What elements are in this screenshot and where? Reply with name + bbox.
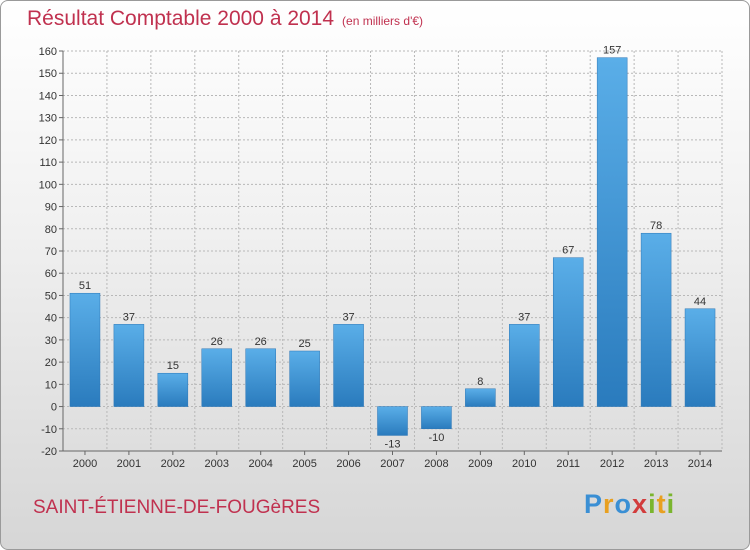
logo-letter: r xyxy=(603,489,615,519)
y-tick-label: 160 xyxy=(39,46,57,58)
chart-title-main: Résultat Comptable 2000 à 2014 xyxy=(27,7,335,30)
logo-letter: x xyxy=(632,489,649,519)
bar-value-label: 37 xyxy=(342,311,354,323)
y-tick-label: 30 xyxy=(45,335,57,347)
x-tick-label: 2008 xyxy=(424,458,448,470)
y-tick-label: 100 xyxy=(39,179,57,191)
x-tick-label: 2002 xyxy=(161,458,185,470)
x-tick-label: 2006 xyxy=(336,458,360,470)
x-tick-label: 2004 xyxy=(248,458,272,470)
x-tick-label: 2011 xyxy=(556,458,580,470)
bar-value-label: 15 xyxy=(167,360,179,372)
logo-letter: t xyxy=(656,489,667,519)
bar-value-label: 37 xyxy=(123,311,135,323)
bar-value-label: 37 xyxy=(518,311,530,323)
logo-letter: o xyxy=(614,489,633,519)
bar-value-label: 26 xyxy=(211,336,223,348)
bar xyxy=(552,257,584,407)
y-tick-label: 110 xyxy=(39,157,57,169)
bar-value-label: -10 xyxy=(428,432,444,444)
bar-value-label: 78 xyxy=(650,220,662,232)
y-tick-label: 10 xyxy=(45,379,57,391)
y-tick-label: 60 xyxy=(45,268,57,280)
logo-letter: i xyxy=(648,489,657,519)
y-tick-label: 130 xyxy=(39,113,57,125)
bar xyxy=(245,348,276,407)
y-tick-label: 50 xyxy=(45,290,57,302)
x-tick-label: 2005 xyxy=(292,458,316,470)
y-tick-label: 0 xyxy=(51,402,57,414)
chart-title: Résultat Comptable 2000 à 2014 (en millie… xyxy=(27,7,423,31)
bar xyxy=(640,232,672,407)
bar xyxy=(509,324,540,407)
x-tick-label: 2007 xyxy=(380,458,404,470)
bar-value-label: 25 xyxy=(299,338,311,350)
x-tick-label: 2013 xyxy=(644,458,668,470)
bar-value-label: 67 xyxy=(562,245,574,257)
bar xyxy=(596,57,628,407)
x-tick-label: 2012 xyxy=(600,458,624,470)
x-tick-label: 2014 xyxy=(688,458,712,470)
y-tick-label: 120 xyxy=(39,135,57,147)
bar-value-label: -13 xyxy=(385,438,401,450)
y-tick-label: -20 xyxy=(41,446,57,458)
x-tick-label: 2010 xyxy=(512,458,536,470)
y-tick-label: 40 xyxy=(45,313,57,325)
y-tick-label: 90 xyxy=(45,202,57,214)
y-tick-label: 140 xyxy=(39,90,57,102)
y-tick-label: 150 xyxy=(39,68,57,80)
y-tick-label: 70 xyxy=(45,246,57,258)
x-tick-label: 2003 xyxy=(205,458,229,470)
x-tick-label: 2001 xyxy=(117,458,141,470)
bar xyxy=(684,308,716,407)
y-tick-label: -10 xyxy=(41,424,57,436)
bar-value-label: 8 xyxy=(477,376,483,388)
x-tick-label: 2000 xyxy=(73,458,97,470)
bar-value-label: 26 xyxy=(255,336,267,348)
logo-letter: i xyxy=(666,489,676,519)
bar xyxy=(201,348,233,407)
logo-letter: P xyxy=(584,489,604,519)
bar xyxy=(465,388,496,407)
bar-value-label: 44 xyxy=(694,296,706,308)
y-tick-label: 20 xyxy=(45,357,57,369)
bar-value-label: 51 xyxy=(79,280,91,292)
bar xyxy=(421,406,452,430)
commune-name: SAINT-ÉTIENNE-DE-FOUGèRES xyxy=(33,497,321,518)
bar xyxy=(69,292,101,407)
bar xyxy=(333,324,364,407)
bar xyxy=(113,324,145,407)
bar-value-label: 157 xyxy=(603,45,621,57)
proxiti-logo: Proxiti xyxy=(584,489,675,520)
x-tick-label: 2009 xyxy=(468,458,492,470)
y-tick-label: 80 xyxy=(45,224,57,236)
chart-title-unit: (en milliers d'€) xyxy=(342,14,424,28)
bar xyxy=(289,350,320,407)
bar xyxy=(377,406,408,436)
bar xyxy=(157,372,189,407)
